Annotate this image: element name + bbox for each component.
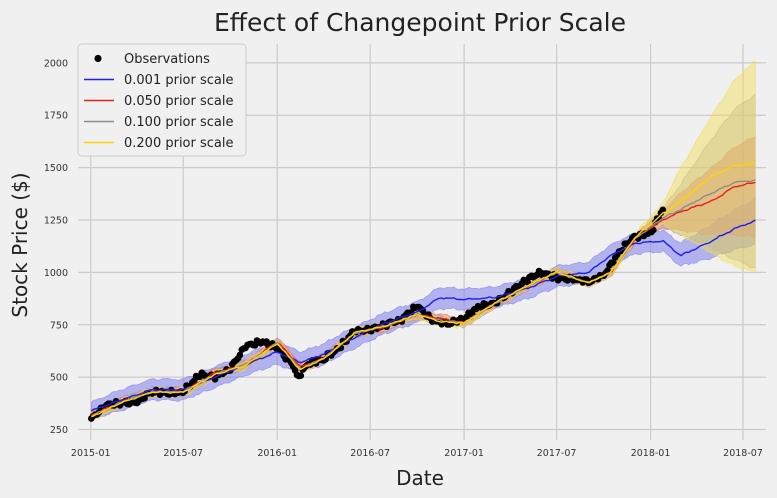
legend: Observations 0.001 prior scale 0.050 pri… [77, 43, 247, 157]
x-tick-label: 2018-07 [723, 448, 763, 459]
legend-series-2-label: 0.050 prior scale [124, 94, 233, 109]
grid [78, 44, 766, 440]
observation-point [604, 267, 611, 274]
observation-point [297, 372, 305, 380]
x-axis-label: Date [396, 466, 444, 490]
y-tick-label: 1750 [44, 111, 68, 122]
legend-observations-label: Observations [124, 52, 210, 67]
y-tick-label: 250 [50, 425, 68, 436]
legend-observations-marker [94, 54, 102, 63]
y-tick-label: 1500 [44, 163, 68, 174]
legend-box [77, 43, 247, 157]
legend-series-3-label: 0.100 prior scale [124, 115, 233, 130]
x-tick-label: 2017-07 [537, 448, 577, 459]
series-4-line [91, 162, 756, 418]
observation-point [610, 259, 617, 266]
x-tick-label: 2015-01 [71, 448, 111, 459]
x-tick-label: 2016-07 [350, 448, 390, 459]
chart-title: Effect of Changepoint Prior Scale [214, 8, 626, 37]
legend-series-1-label: 0.001 prior scale [124, 73, 233, 88]
x-tick-label: 2018-01 [631, 448, 671, 459]
observation-point [659, 206, 667, 214]
y-tick-label: 1000 [44, 268, 68, 279]
x-tick-label: 2017-01 [444, 448, 484, 459]
y-tick-label: 1250 [44, 216, 68, 227]
y-tick-label: 2000 [44, 58, 68, 69]
x-tick-label: 2015-07 [163, 448, 203, 459]
legend-series-4-label: 0.200 prior scale [124, 136, 233, 151]
x-tick-label: 2016-01 [257, 448, 297, 459]
series-lines [90, 162, 756, 418]
y-tick-label: 500 [50, 373, 68, 384]
tick-labels: 2015-01 2015-07 2016-01 2016-07 2017-01 2017-… [44, 58, 763, 459]
y-axis-label: Stock Price ($) [8, 172, 32, 317]
observation-point [524, 278, 531, 286]
observation-point [236, 351, 244, 359]
y-tick-label: 750 [50, 320, 68, 331]
